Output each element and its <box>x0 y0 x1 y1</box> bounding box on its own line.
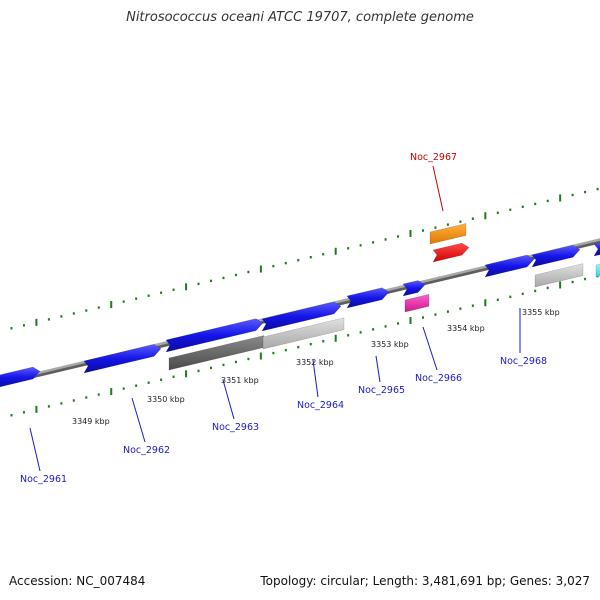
gene-noc-2967[interactable] <box>432 242 470 263</box>
gene-leader-line <box>222 379 235 420</box>
gene-leader-line <box>375 355 381 383</box>
kbp-label: 3349 kbp <box>72 417 110 426</box>
gene-noc-2968[interactable] <box>484 254 535 278</box>
lower-tick-track <box>10 274 599 417</box>
gene-leader-line <box>422 326 438 371</box>
gene-leader-line <box>432 165 444 212</box>
gene-leader-line <box>312 359 319 398</box>
gene-label-noc-2967[interactable]: Noc_2967 <box>410 152 457 163</box>
gene-label-noc-2965[interactable]: Noc_2965 <box>358 385 405 396</box>
gene-noc-2961[interactable] <box>0 366 41 388</box>
kbp-scale: 3349 kbp 3350 kbp 3351 kbp 3352 kbp 3353 kbp… <box>72 308 560 426</box>
feature-block-light[interactable] <box>262 317 345 350</box>
gene-noc-2965[interactable] <box>346 287 390 309</box>
gene-noc-2963[interactable] <box>165 318 264 353</box>
feature-block-cyan[interactable] <box>595 262 600 278</box>
genome-stats-text: Topology: circular; Length: 3,481,691 bp… <box>260 574 590 588</box>
gene-noc-2964[interactable] <box>261 301 342 332</box>
gene-label-noc-2962[interactable]: Noc_2962 <box>123 445 170 456</box>
gene-leader-line <box>131 397 146 443</box>
gene-label-noc-2966[interactable]: Noc_2966 <box>415 373 462 384</box>
kbp-label: 3350 kbp <box>147 395 185 404</box>
gene-label-noc-2963[interactable]: Noc_2963 <box>212 422 259 433</box>
feature-block-pink[interactable] <box>404 293 430 313</box>
feature-block-light-2[interactable] <box>534 263 584 288</box>
kbp-label: 3352 kbp <box>296 358 334 367</box>
kbp-label: 3355 kbp <box>522 308 560 317</box>
map-title: Nitrosococcus oceani ATCC 19707, complet… <box>126 10 474 25</box>
gene-labels: Noc_2961 Noc_2962 Noc_2963 Noc_2964 Noc_2965… <box>20 152 547 485</box>
gene-downstream[interactable] <box>531 244 581 268</box>
gene-noc-2966[interactable] <box>402 280 426 297</box>
gene-label-noc-2961[interactable]: Noc_2961 <box>20 474 67 485</box>
gene-noc-2962[interactable] <box>83 344 162 374</box>
gene-leader-line <box>29 427 41 472</box>
kbp-label: 3354 kbp <box>447 324 485 333</box>
accession-text: Accession: NC_007484 <box>9 574 146 588</box>
kbp-label: 3353 kbp <box>371 340 409 349</box>
feature-block-orange[interactable] <box>429 223 467 245</box>
upper-tick-track <box>10 187 599 330</box>
gene-label-noc-2968[interactable]: Noc_2968 <box>500 356 547 367</box>
gene-edge[interactable] <box>593 242 600 257</box>
feature-track <box>0 223 600 388</box>
gene-label-noc-2964[interactable]: Noc_2964 <box>297 400 344 411</box>
kbp-label: 3351 kbp <box>221 376 259 385</box>
